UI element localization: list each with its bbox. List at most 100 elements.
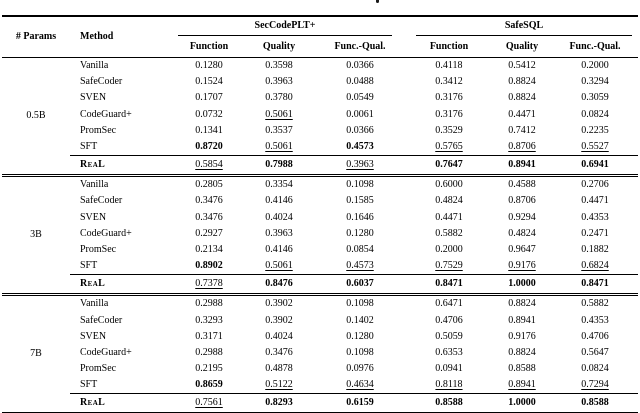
method-row: PromSec 0.1341 0.3537 0.0366 0.3529 0.7412 0.2… [2,123,638,139]
value-cell: 0.3780 [265,92,293,104]
value-cell: 0.7561 [174,393,244,412]
value-cell: 0.4353 [581,211,609,223]
value-cell: 0.4706 [435,314,463,326]
value-cell: 0.3176 [435,92,463,104]
method-row: SVEN 0.3171 0.4024 0.1280 0.5059 0.9176 0.4706 [2,329,638,345]
value-cell: 0.4573 [346,260,374,272]
method-cell: SafeCoder [80,195,123,207]
value-cell: 0.8824 [508,346,536,358]
value-cell: 0.4824 [508,227,536,239]
value-cell: 0.4146 [265,243,293,255]
value-cell: 0.8941 [508,379,536,391]
col-header-quality-2: Quality [492,36,552,58]
value-cell: 0.4471 [508,108,536,120]
cropped-text-artifact [376,0,379,3]
method-row: SFT 0.8902 0.5061 0.4573 0.7529 0.9176 0.6824 [2,258,638,274]
value-cell: 0.3476 [195,211,223,223]
group-header-seccodeplt: SecCodePLT+ [174,15,406,36]
value-cell: 0.3059 [581,92,609,104]
value-cell: 0.8471 [406,274,492,293]
value-cell: 0.5061 [265,260,293,272]
value-cell: 0.8118 [435,379,463,391]
value-cell: 0.8293 [244,393,314,412]
value-cell: 0.0976 [346,363,374,375]
value-cell: 0.2000 [581,60,609,72]
value-cell: 0.5122 [265,379,293,391]
value-cell: 0.4573 [346,141,374,153]
value-cell: 0.2988 [195,298,223,310]
value-cell: 0.9176 [508,330,536,342]
value-cell: 0.3171 [195,330,223,342]
value-cell: 0.1098 [346,346,374,358]
value-cell: 0.4024 [265,211,293,223]
method-row: SVEN 0.3476 0.4024 0.1646 0.4471 0.9294 0.4353 [2,210,638,226]
method-row: SafeCoder 0.3476 0.4146 0.1585 0.4824 0.8706 0… [2,193,638,209]
value-cell: 0.4471 [435,211,463,223]
value-cell: 0.8659 [195,379,223,391]
value-cell: 0.7378 [174,274,244,293]
value-cell: 0.8824 [508,92,536,104]
value-cell: 0.4878 [265,363,293,375]
value-cell: 0.8941 [508,314,536,326]
value-cell: 0.9294 [508,211,536,223]
value-cell: 0.0549 [346,92,374,104]
params-cell: 7B [30,348,42,360]
method-cell: SFT [80,379,98,391]
method-row: PromSec 0.2134 0.4146 0.0854 0.2000 0.9647 0.1… [2,242,638,258]
value-cell: 0.3293 [195,314,223,326]
value-cell: 0.1098 [346,298,374,310]
value-cell: 0.4706 [581,330,609,342]
value-cell: 0.2471 [581,227,609,239]
method-row: SVEN 0.1707 0.3780 0.0549 0.3176 0.8824 0.3059 [2,90,638,106]
value-cell: 0.1098 [346,179,374,191]
value-cell: 0.0941 [435,363,463,375]
method-cell: PromSec [80,363,117,375]
method-row: SafeCoder 0.3293 0.3902 0.1402 0.4706 0.8941 0… [2,312,638,328]
method-row: CodeGuard+ 0.0732 0.5061 0.0061 0.3176 0.4471… [2,107,638,123]
value-cell: 0.3176 [435,108,463,120]
value-cell: 0.3476 [265,346,293,358]
value-cell: 0.0366 [346,124,374,136]
params-cell: 3B [30,229,42,241]
group-header-safesql-label: SafeSQL [416,17,633,36]
value-cell: 0.6037 [314,274,406,293]
value-cell: 0.8588 [406,393,492,412]
value-cell: 0.5527 [581,141,609,153]
method-cell: SafeCoder [80,314,123,326]
method-cell: ReaL [70,155,174,174]
col-header-function-2: Function [406,36,492,58]
value-cell: 0.4634 [346,379,374,391]
value-cell: 0.1280 [346,330,374,342]
value-cell: 0.2000 [435,243,463,255]
table-header: # Params Method SecCodePLT+ SafeSQL Func… [2,15,639,58]
method-row: SafeCoder 0.1524 0.3963 0.0488 0.3412 0.8824 0… [2,74,638,90]
metric-header-row: Function Quality Func.-Qual. Function Qu… [2,36,639,58]
value-cell: 1.0000 [492,274,552,293]
value-cell: 0.7647 [406,155,492,174]
method-row: 0.5B Vanilla 0.1280 0.3598 0.0366 0.4118 0.541… [2,58,638,121]
group-separator-line [2,174,639,178]
value-cell: 0.1280 [346,227,374,239]
summary-row: ReaL 0.5854 0.7988 0.3963 0.7647 0.8941 0.6941 [2,155,639,174]
col-header-params: # Params [2,15,70,58]
value-cell: 0.5882 [435,227,463,239]
group-separator-rule [2,293,639,297]
value-cell: 0.5412 [508,60,536,72]
value-cell: 0.6159 [314,393,406,412]
value-cell: 0.6000 [435,179,463,191]
group-header-seccodeplt-label: SecCodePLT+ [178,17,392,36]
group-separator-line [2,293,639,297]
value-cell: 0.7529 [435,260,463,272]
method-cell: CodeGuard+ [80,108,132,120]
value-cell: 0.5061 [265,141,293,153]
value-cell: 0.1646 [346,211,374,223]
method-cell: Vanilla [80,179,109,191]
value-cell: 0.3412 [435,76,463,88]
method-cell: Vanilla [80,60,109,72]
value-cell: 0.3963 [265,227,293,239]
value-cell: 0.0824 [581,363,609,375]
params-cell: 0.5B [26,110,46,122]
method-cell: ReaL [70,274,174,293]
value-cell: 0.4824 [435,195,463,207]
value-cell: 0.4118 [435,60,463,72]
